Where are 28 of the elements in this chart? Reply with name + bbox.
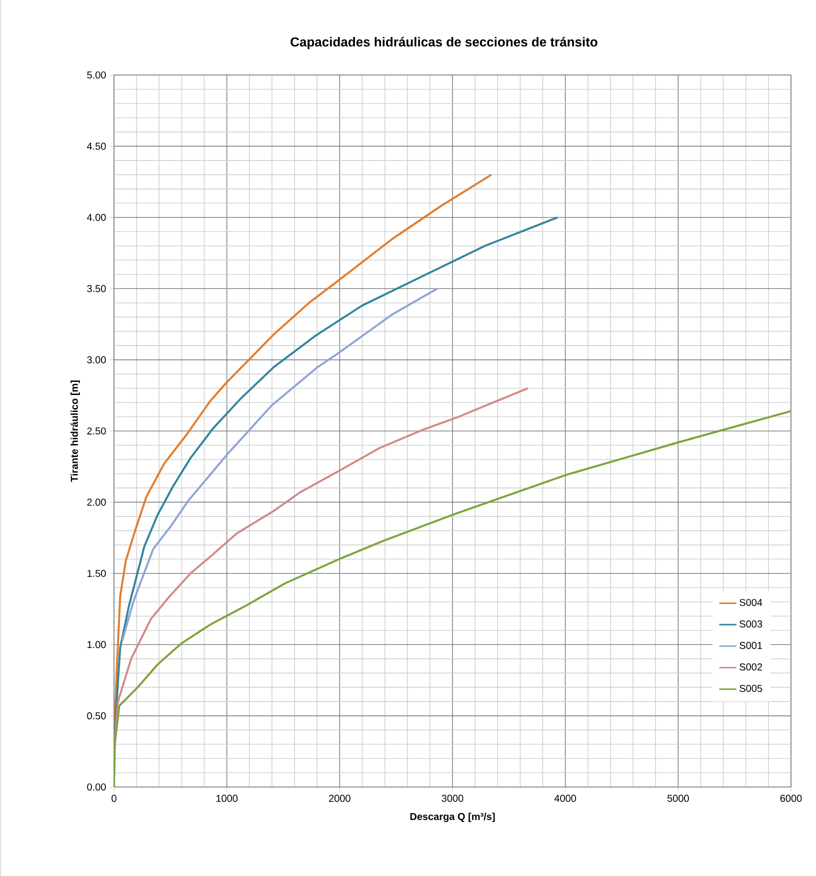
x-tick-label: 1000: [216, 794, 238, 802]
x-tick-label: 5000: [667, 794, 689, 802]
y-tick-label: 4.00: [86, 214, 106, 221]
legend-label: S003: [740, 620, 762, 628]
y-tick-label: 5.00: [87, 71, 106, 79]
legend-label: S002: [740, 663, 762, 670]
x-tick-label: 2000: [329, 794, 350, 802]
y-tick-label: 3.00: [87, 356, 106, 364]
x-tick-label: 6000: [780, 794, 802, 802]
y-axis-title: Tirante hidráulico [m]: [70, 380, 80, 482]
y-tick-label: 3.50: [87, 285, 106, 292]
chart-title: Capacidades hidráulicas de secciones de tránsito: [290, 36, 598, 50]
line-series: [121, 288, 438, 642]
y-tick-label: 1.00: [88, 641, 106, 648]
x-tick-label: 3000: [442, 794, 464, 802]
legend-label: S005: [740, 684, 762, 692]
y-tick-label: 2.50: [87, 427, 106, 435]
x-tick-label: 4000: [554, 794, 576, 802]
y-tick-label: 4.50: [86, 142, 106, 150]
y-tick-label: 0.50: [87, 712, 106, 720]
x-axis-title: Descarga Q [m³/s]: [410, 812, 495, 822]
x-tick-label: 0: [112, 794, 116, 802]
y-tick-label: 1.50: [88, 570, 106, 577]
y-tick-label: 0.00: [87, 783, 106, 791]
line-series: [114, 410, 791, 787]
y-tick-label: 2.00: [87, 498, 106, 506]
legend-label: S001: [740, 642, 762, 649]
legend-label: S004: [740, 598, 762, 606]
